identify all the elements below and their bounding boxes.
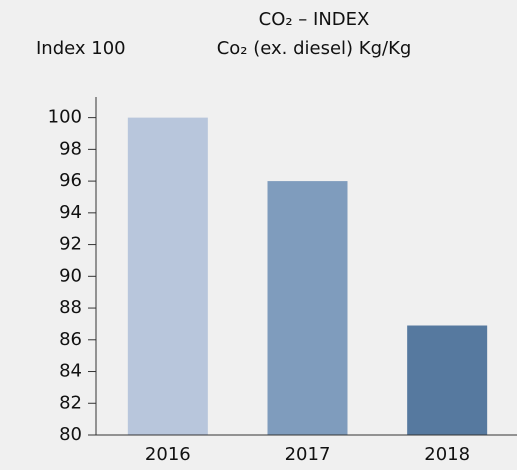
chart-subtitle: Co₂ (ex. diesel) Kg/Kg xyxy=(217,38,412,59)
chart-title: CO₂ – INDEX xyxy=(259,9,370,30)
y-tick-label: 94 xyxy=(59,202,82,223)
y-tick-label: 82 xyxy=(59,392,82,413)
y-tick-label: 88 xyxy=(59,297,82,318)
y-tick-label: 92 xyxy=(59,234,82,255)
y-tick-label: 100 xyxy=(48,107,82,128)
bar xyxy=(127,117,208,436)
y-tick-label: 98 xyxy=(59,138,82,159)
y-tick-label: 96 xyxy=(59,170,82,191)
bar xyxy=(407,325,488,435)
y-tick-label: 86 xyxy=(59,329,82,350)
x-tick-label: 2016 xyxy=(145,444,191,465)
x-tick-label: 2017 xyxy=(285,444,331,465)
y-axis-label: Index 100 xyxy=(36,38,126,59)
bar xyxy=(267,181,348,435)
y-tick-label: 84 xyxy=(59,361,82,382)
x-tick-label: 2018 xyxy=(424,444,470,465)
y-tick-label: 80 xyxy=(59,424,82,445)
y-tick-label: 90 xyxy=(59,265,82,286)
